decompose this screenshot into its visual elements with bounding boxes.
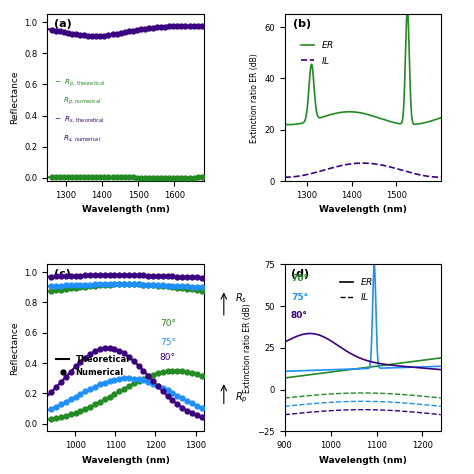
Text: (c): (c) [54,270,71,280]
Text: $R_{p,\,\mathrm{numerical}}$: $R_{p,\,\mathrm{numerical}}$ [63,96,101,108]
Text: (b): (b) [292,19,310,29]
Text: 70°: 70° [291,274,308,283]
X-axis label: Wavelength (nm): Wavelength (nm) [82,205,169,214]
X-axis label: Wavelength (nm): Wavelength (nm) [319,205,407,214]
Text: (a): (a) [54,19,72,29]
Text: $R_s$: $R_s$ [235,291,247,305]
Y-axis label: Extinction ratio ER (dB): Extinction ratio ER (dB) [250,53,259,143]
Text: $-$  $R_{p,\,\mathrm{theoretical}}$: $-$ $R_{p,\,\mathrm{theoretical}}$ [54,78,105,89]
Legend: $ER$, $IL$: $ER$, $IL$ [297,36,338,69]
Text: $R_{s,\,\mathrm{numerical}}$: $R_{s,\,\mathrm{numerical}}$ [63,133,101,143]
Text: (d): (d) [291,270,309,280]
X-axis label: Wavelength (nm): Wavelength (nm) [319,456,407,465]
Y-axis label: Reflectance: Reflectance [10,71,19,124]
Y-axis label: Extinction ratio ER (dB): Extinction ratio ER (dB) [243,303,252,393]
Text: 80°: 80° [291,311,308,320]
Text: 70°: 70° [160,319,176,328]
Text: $R_p$: $R_p$ [235,391,247,405]
Text: $-$  $R_{s,\,\mathrm{theoretical}}$: $-$ $R_{s,\,\mathrm{theoretical}}$ [54,114,104,124]
X-axis label: Wavelength (nm): Wavelength (nm) [82,456,169,465]
Text: 75°: 75° [291,292,308,301]
Text: 80°: 80° [160,353,176,362]
Legend: $ER$, $IL$: $ER$, $IL$ [336,273,377,306]
Text: 75°: 75° [160,337,176,346]
Legend: Theoretical, Numerical: Theoretical, Numerical [53,352,133,381]
Y-axis label: Reflectance: Reflectance [10,321,19,374]
